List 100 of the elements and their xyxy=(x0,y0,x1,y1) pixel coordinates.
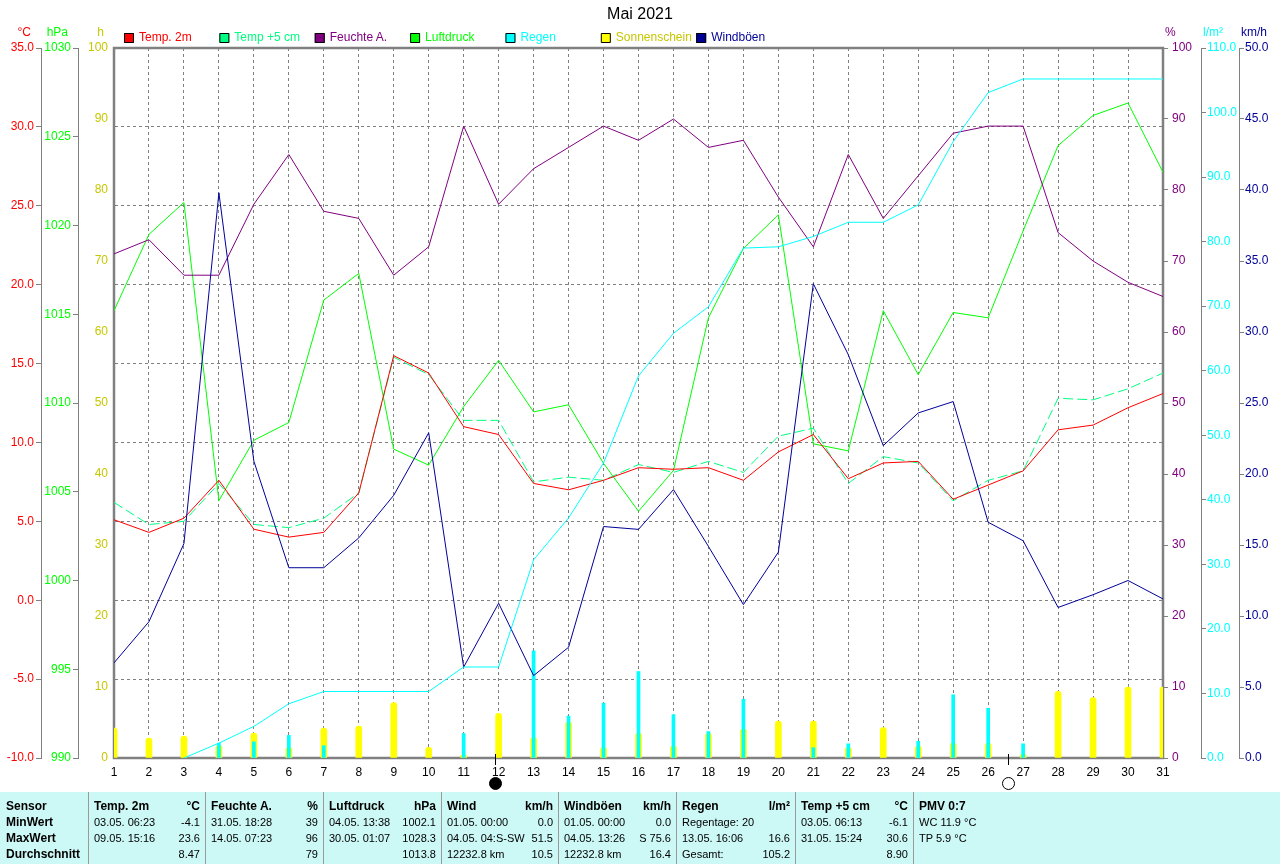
y-tick-label: 30 xyxy=(94,537,109,552)
text: 01.05. 00:00 xyxy=(447,815,509,830)
text: TP 5.9 °C xyxy=(919,831,967,846)
y2-tick-label: 10.0 xyxy=(1207,685,1231,700)
text: 51.5 xyxy=(531,831,553,846)
text: 03.05. 06:13 xyxy=(801,815,863,830)
y-tick-label: 60 xyxy=(94,324,109,339)
text: hPa xyxy=(413,798,436,814)
y3-tick-label: 45.0 xyxy=(1245,111,1269,126)
legend-label: Temp. 2m xyxy=(139,30,192,45)
text: l/m² xyxy=(768,798,790,814)
y-tick-label: 90 xyxy=(94,111,109,126)
x-tick-label: 19 xyxy=(736,764,751,779)
y2-tick-label: 0 xyxy=(1172,750,1179,765)
text: Temp. 2m xyxy=(94,798,150,814)
legend-label: Temp +5 cm xyxy=(234,30,301,45)
text: -6.1 xyxy=(889,815,908,830)
text: 96 xyxy=(305,831,318,846)
x-tick-label: 3 xyxy=(180,764,188,779)
chart-title: Mai 2021 xyxy=(607,5,674,23)
text: km/h xyxy=(642,798,671,814)
y2-axis-title: % xyxy=(1165,25,1176,40)
y2-tick-label: 20.0 xyxy=(1207,621,1231,636)
text: 79 xyxy=(305,847,318,862)
x-tick-label: 5 xyxy=(250,764,258,779)
y-tick-label: 5.0 xyxy=(17,513,35,528)
x-tick-label: 26 xyxy=(981,764,996,779)
text: Regen xyxy=(682,798,719,814)
x-tick-label: 30 xyxy=(1121,764,1136,779)
y-tick-label: 25.0 xyxy=(10,198,35,213)
text: 12232.8 km xyxy=(564,847,622,862)
y3-tick-label: 1025 xyxy=(44,129,72,144)
y2-tick-label: 30 xyxy=(1172,537,1186,552)
legend-label: Windböen xyxy=(711,30,766,45)
text: MaxWert xyxy=(6,830,56,846)
text: 23.6 xyxy=(178,831,200,846)
y2-tick-label: 80.0 xyxy=(1207,233,1231,248)
text: 30.6 xyxy=(886,831,908,846)
y2-tick-label: 50.0 xyxy=(1207,427,1231,442)
text: S 75.6 xyxy=(639,831,671,846)
x-tick-label: 29 xyxy=(1086,764,1101,779)
text: 16.6 xyxy=(768,831,790,846)
text: Temp +5 cm xyxy=(801,798,870,814)
text: °C xyxy=(186,798,200,814)
y3-axis-title: km/h xyxy=(1241,25,1268,40)
text: 8.47 xyxy=(178,847,200,862)
y-axis-title: °C xyxy=(17,25,32,40)
x-tick-label: 31 xyxy=(1156,764,1170,779)
text: 12232.8 km xyxy=(447,847,505,862)
text: 0.0 xyxy=(537,815,553,830)
text: 10.5 xyxy=(531,847,553,862)
legend-label: Luftdruck xyxy=(425,30,476,45)
text: 31.05. 15:24 xyxy=(801,831,863,846)
text: Feuchte A. xyxy=(211,798,272,814)
x-tick-label: 16 xyxy=(631,764,646,779)
text: 04.05. 13:26 xyxy=(564,831,626,846)
y-tick-label: 20.0 xyxy=(10,276,35,291)
text: 13.05. 16:06 xyxy=(682,831,744,846)
text: Gesamt: xyxy=(682,847,724,862)
y3-tick-label: 15.0 xyxy=(1245,537,1269,552)
legend-label: Sonnenschein xyxy=(615,30,692,45)
y3-axis-title: hPa xyxy=(46,25,69,40)
text: 31.05. 18:28 xyxy=(211,815,273,830)
x-tick-label: 12 xyxy=(491,764,506,779)
y-tick-label: 35.0 xyxy=(10,40,35,55)
y2-tick-label: 20 xyxy=(1172,608,1186,623)
y3-tick-label: 25.0 xyxy=(1245,395,1269,410)
y3-tick-label: 1000 xyxy=(44,572,72,587)
y-tick-label: 10.0 xyxy=(10,434,35,449)
text: Regentage: 20 xyxy=(682,815,755,830)
text: 04.05. 04:S-SW xyxy=(447,831,525,846)
y3-tick-label: 1020 xyxy=(44,217,72,232)
y-tick-label: 20 xyxy=(94,608,109,623)
text: 39 xyxy=(305,815,318,830)
x-tick-label: 24 xyxy=(911,764,926,779)
x-tick-label: 10 xyxy=(422,764,436,779)
text: 105.2 xyxy=(762,847,790,862)
text: Windböen xyxy=(564,798,622,814)
y3-tick-label: 990 xyxy=(50,750,72,765)
text: Sensor xyxy=(6,798,47,814)
text: 01.05. 00:00 xyxy=(564,815,626,830)
y3-tick-label: 1030 xyxy=(44,40,72,55)
x-tick-label: 4 xyxy=(215,764,223,779)
y-tick-label: -5.0 xyxy=(13,671,35,686)
y3-tick-label: 5.0 xyxy=(1245,679,1263,694)
x-tick-label: 23 xyxy=(876,764,891,779)
text: km/h xyxy=(524,798,553,814)
y-tick-label: 40 xyxy=(94,466,109,481)
y2-tick-label: 80 xyxy=(1172,182,1186,197)
x-tick-label: 2 xyxy=(145,764,153,779)
text: % xyxy=(307,798,318,814)
x-tick-label: 7 xyxy=(320,764,328,779)
y3-tick-label: 35.0 xyxy=(1245,253,1269,268)
y3-tick-label: 0.0 xyxy=(1245,750,1263,765)
x-tick-label: 6 xyxy=(285,764,293,779)
y2-tick-label: 110.0 xyxy=(1207,40,1237,55)
x-tick-label: 27 xyxy=(1016,764,1031,779)
x-tick-label: 20 xyxy=(771,764,786,779)
text: °C xyxy=(894,798,908,814)
text: Luftdruck xyxy=(329,798,385,814)
